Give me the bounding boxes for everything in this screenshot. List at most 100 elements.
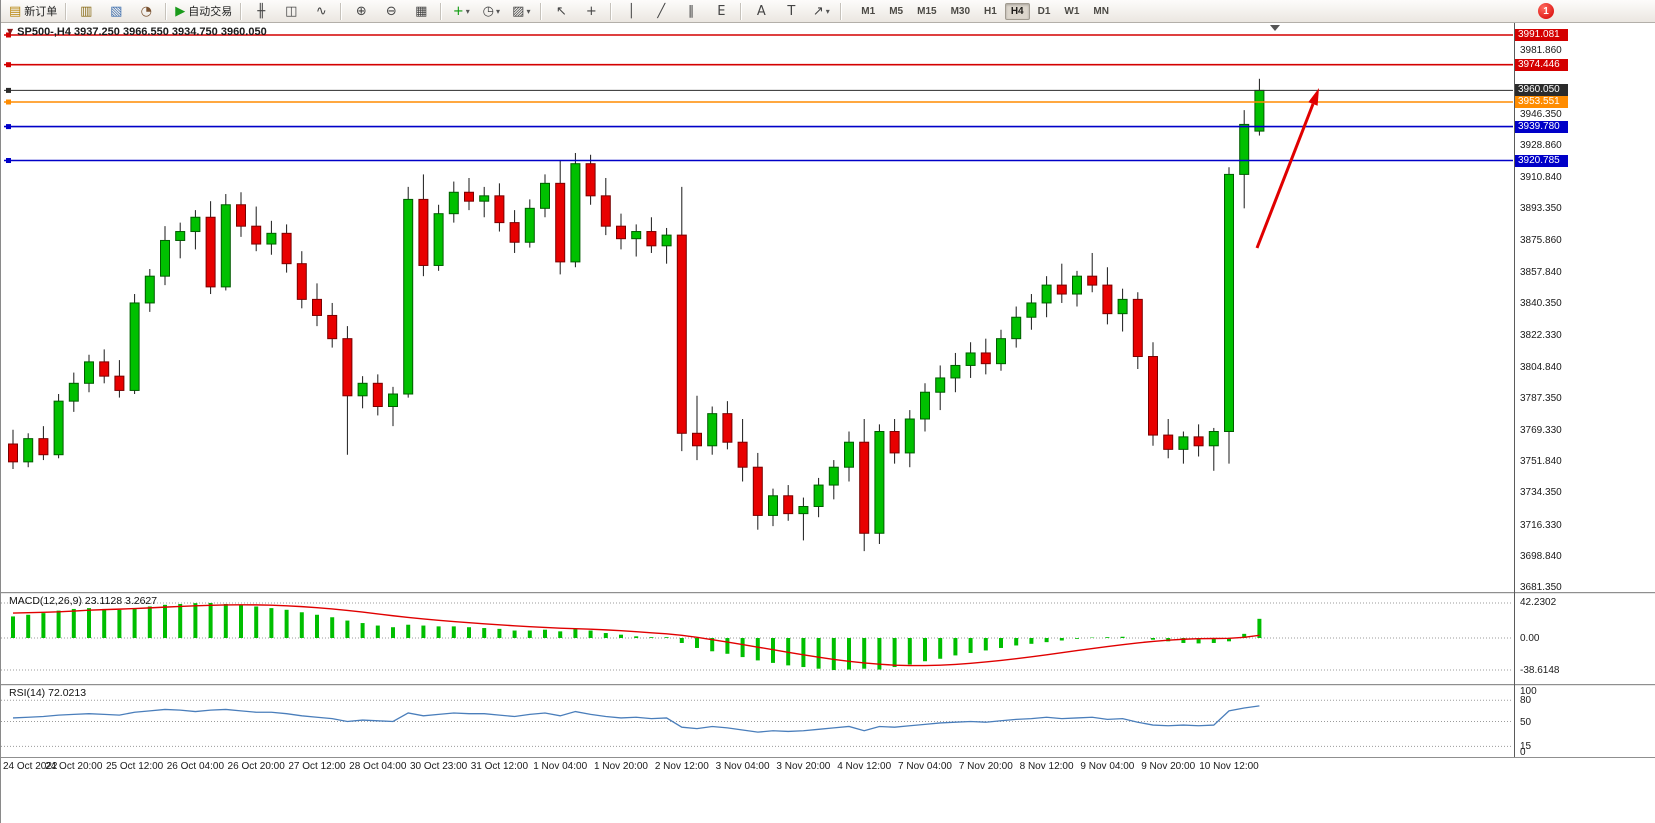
new-order-button[interactable]: ▤ 新订单 bbox=[6, 0, 60, 22]
text-button[interactable]: A bbox=[747, 0, 775, 22]
candle-body bbox=[813, 484, 824, 507]
profiles-button[interactable]: ▧ bbox=[102, 0, 130, 22]
macd-signal-line bbox=[12, 604, 1260, 667]
candle-body bbox=[600, 195, 611, 227]
candle-body bbox=[205, 216, 216, 288]
trendline-icon: ╱ bbox=[657, 3, 666, 19]
candle-body bbox=[1026, 302, 1037, 318]
channel-button[interactable]: ∥ bbox=[677, 0, 705, 22]
time-scale[interactable] bbox=[1, 758, 1514, 776]
crosshair-icon: + bbox=[585, 3, 597, 19]
timeframe-w1-button[interactable]: W1 bbox=[1064, 5, 1080, 17]
candle-body bbox=[1178, 436, 1189, 450]
indicators-button[interactable]: + ▾ bbox=[447, 0, 475, 22]
candle-body bbox=[1148, 356, 1158, 436]
periods-button[interactable]: ◷ ▾ bbox=[477, 0, 505, 22]
candle-body bbox=[524, 207, 535, 243]
rsi-line bbox=[12, 705, 1260, 733]
vertical-line-button[interactable]: │ bbox=[617, 0, 645, 22]
autotrading-button[interactable]: ▶ 自动交易 bbox=[172, 0, 235, 22]
refresh-button[interactable]: ◔ bbox=[132, 0, 160, 22]
chart-shift-marker bbox=[1270, 25, 1280, 31]
candle-body bbox=[555, 182, 566, 263]
candle-body bbox=[327, 314, 338, 340]
candlestick-chart-icon: ◫ bbox=[285, 3, 298, 19]
templates-button[interactable]: ▨ ▾ bbox=[507, 0, 535, 22]
line-handle[interactable] bbox=[6, 124, 11, 130]
candle-body bbox=[859, 441, 870, 534]
toolbar-separator bbox=[165, 2, 168, 20]
elliott-tool-button[interactable]: E bbox=[707, 0, 735, 22]
new-order-button-label: 新订单 bbox=[24, 6, 58, 18]
candle-body bbox=[312, 298, 322, 316]
candle-body bbox=[251, 225, 262, 245]
timeframe-toolbar: M1 M5 M15 M30 H1 H4 D1 W1 MN bbox=[854, 2, 1116, 20]
elliott-tool-icon: E bbox=[717, 3, 726, 19]
arrows-button[interactable]: ↗ ▾ bbox=[807, 0, 835, 22]
candle-body bbox=[342, 338, 353, 397]
price-scale[interactable] bbox=[1515, 23, 1655, 757]
candle-body bbox=[980, 352, 991, 365]
line-chart-button[interactable]: ∿ bbox=[307, 0, 335, 22]
line-handle[interactable] bbox=[6, 62, 11, 68]
timeframe-m5-button[interactable]: M5 bbox=[889, 5, 904, 17]
timeframe-d1-button[interactable]: D1 bbox=[1037, 5, 1051, 17]
text-label-button[interactable]: T bbox=[777, 0, 805, 22]
line-handle[interactable] bbox=[6, 87, 11, 93]
toolbar-separator bbox=[840, 2, 843, 20]
candle-body bbox=[1056, 284, 1067, 295]
candle-body bbox=[1132, 298, 1143, 358]
candle-body bbox=[616, 225, 626, 240]
zoom-in-button[interactable]: ⊕ bbox=[347, 0, 375, 22]
toolbar-separator bbox=[740, 2, 743, 20]
candle-body bbox=[1208, 431, 1219, 447]
candle-body bbox=[996, 338, 1006, 365]
notification-badge[interactable]: 1 bbox=[1538, 3, 1554, 19]
caret-down-icon: ▾ bbox=[825, 6, 830, 16]
tile-windows-button[interactable]: ▦ bbox=[407, 0, 435, 22]
line-handle[interactable] bbox=[6, 158, 11, 164]
autotrading-button-label: 自动交易 bbox=[188, 6, 233, 18]
crosshair-button[interactable]: + bbox=[577, 0, 605, 22]
toolbar-separator bbox=[240, 2, 243, 20]
candle-body bbox=[844, 441, 854, 468]
candle-body bbox=[1193, 436, 1204, 447]
caret-down-icon: ▾ bbox=[465, 6, 470, 16]
bar-chart-button[interactable]: ╫ bbox=[247, 0, 275, 22]
caret-down-icon: ▾ bbox=[526, 6, 531, 16]
text-icon: A bbox=[756, 3, 766, 19]
candle-body bbox=[357, 382, 368, 397]
line-handle[interactable] bbox=[6, 99, 11, 105]
line-handle[interactable] bbox=[6, 32, 11, 38]
timeframe-h4-button[interactable]: H4 bbox=[1004, 2, 1030, 20]
chart-window-button[interactable]: ▥ bbox=[72, 0, 100, 22]
line-chart-icon: ∿ bbox=[315, 3, 327, 19]
templates-icon: ▨ bbox=[512, 3, 525, 19]
timeframe-m15-button[interactable]: M15 bbox=[917, 5, 937, 17]
candle-body bbox=[1072, 275, 1082, 295]
cursor-icon: ↖ bbox=[555, 3, 567, 19]
timeframe-m1-button[interactable]: M1 bbox=[861, 5, 876, 17]
candlestick-chart-button[interactable]: ◫ bbox=[277, 0, 305, 22]
timeframe-h1-button[interactable]: H1 bbox=[984, 5, 997, 17]
candle-body bbox=[509, 222, 520, 243]
zoom-out-button[interactable]: ⊖ bbox=[377, 0, 405, 22]
cursor-button[interactable]: ↖ bbox=[547, 0, 575, 22]
trendline-button[interactable]: ╱ bbox=[647, 0, 675, 22]
trend-arrow-head[interactable] bbox=[1308, 88, 1319, 106]
candle-body bbox=[828, 466, 839, 486]
caret-down-icon: ▾ bbox=[495, 6, 500, 16]
candle-body bbox=[23, 438, 34, 463]
timeframe-mn-button[interactable]: MN bbox=[1093, 5, 1109, 17]
candle-body bbox=[904, 418, 915, 454]
timeframe-m30-button[interactable]: M30 bbox=[950, 5, 971, 17]
trend-arrow[interactable] bbox=[1255, 103, 1315, 249]
candle-body bbox=[950, 364, 961, 379]
candle-body bbox=[1254, 89, 1265, 132]
toolbar-separator bbox=[65, 2, 68, 20]
candle-body bbox=[920, 391, 930, 420]
candle-body bbox=[418, 198, 429, 266]
channel-icon: ∥ bbox=[688, 3, 695, 19]
candle-body bbox=[114, 375, 125, 391]
